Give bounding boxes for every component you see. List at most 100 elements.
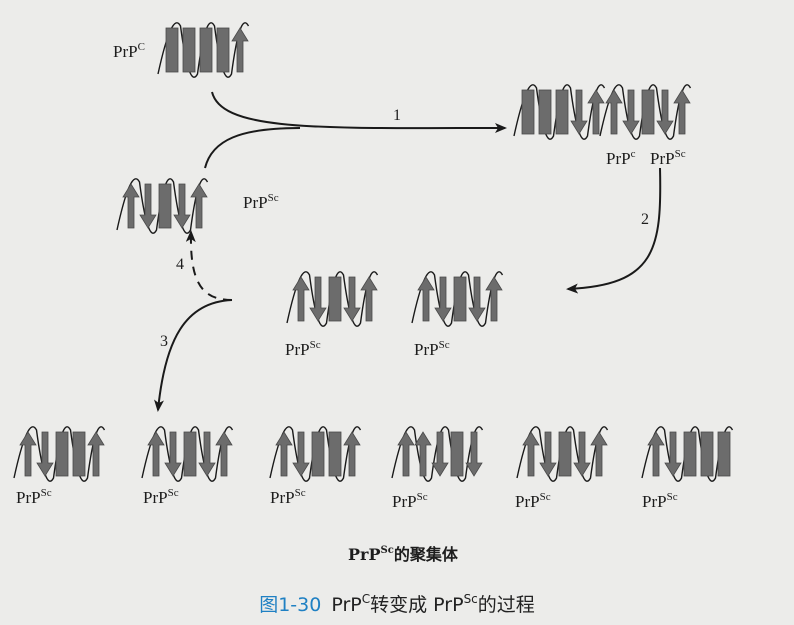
label-prpsc-agg-4: PrPSc xyxy=(392,491,428,511)
helix-segment xyxy=(72,431,86,477)
molecule-prpsc-mid xyxy=(116,178,209,234)
path-step-2 xyxy=(566,167,662,294)
beta-strand-up xyxy=(397,431,415,477)
label-prpsc-mid: PrPSc xyxy=(243,192,279,212)
helix-segment xyxy=(165,27,179,73)
beta-strand-down xyxy=(468,276,486,322)
label-prpc-top: PrPC xyxy=(113,41,145,61)
beta-strand-up xyxy=(147,431,165,477)
molecule-prpc-top xyxy=(157,22,250,78)
beta-strand-down xyxy=(434,276,452,322)
beta-strand-up xyxy=(122,183,140,229)
molecule-aggregate-3 xyxy=(269,426,362,482)
molecule-aggregate-1 xyxy=(13,426,106,482)
caption-sup-c: C xyxy=(361,592,371,606)
helix-segment xyxy=(558,431,572,477)
beta-strand-up xyxy=(414,431,432,477)
label-prpsc-complex: PrPSc xyxy=(650,148,686,168)
molecule-aggregate-2 xyxy=(141,426,234,482)
beta-strand-down xyxy=(656,89,674,135)
helix-segment xyxy=(328,276,342,322)
beta-strand-up xyxy=(292,276,310,322)
helix-segment xyxy=(183,431,197,477)
path-step-1-branch xyxy=(204,127,301,169)
helix-segment xyxy=(521,89,535,135)
beta-strand-up xyxy=(587,89,605,135)
beta-strand-up xyxy=(87,431,105,477)
beta-strand-down xyxy=(198,431,216,477)
label-prpsc-agg-1: PrPSc xyxy=(16,487,52,507)
step-number-4: 4 xyxy=(176,256,184,273)
beta-strand-down xyxy=(465,431,483,477)
beta-strand-down xyxy=(164,431,182,477)
beta-strand-down xyxy=(139,183,157,229)
beta-strand-down xyxy=(36,431,54,477)
helix-segment xyxy=(328,431,342,477)
step-number-2: 2 xyxy=(641,211,649,228)
figure-caption: 图1-30 PrPC转变成 PrPSc的过程 xyxy=(0,590,794,617)
helix-segment xyxy=(216,27,230,73)
beta-strand-up xyxy=(215,431,233,477)
beta-strand-up xyxy=(485,276,503,322)
path-step-3 xyxy=(154,299,233,412)
beta-strand-down xyxy=(664,431,682,477)
caption-prefix: PrP xyxy=(331,594,362,616)
beta-strand-down xyxy=(292,431,310,477)
label-prpsc-agg-5: PrPSc xyxy=(515,491,551,511)
beta-strand-down xyxy=(622,89,640,135)
molecule-dimer-a xyxy=(286,271,379,327)
helix-segment xyxy=(538,89,552,135)
step-number-3: 3 xyxy=(160,333,168,350)
path-step-1 xyxy=(211,91,507,134)
beta-strand-up xyxy=(275,431,293,477)
beta-strand-down xyxy=(431,431,449,477)
molecule-aggregate-5 xyxy=(516,426,609,482)
molecule-aggregate-6 xyxy=(641,426,734,482)
beta-strand-up xyxy=(360,276,378,322)
step-number-1: 1 xyxy=(393,107,401,124)
helix-segment xyxy=(158,183,172,229)
beta-strand-up xyxy=(231,27,249,73)
helix-segment xyxy=(683,431,697,477)
helix-segment xyxy=(199,27,213,73)
caption-middle: 转变成 PrP xyxy=(370,594,464,616)
helix-segment xyxy=(700,431,714,477)
helix-segment xyxy=(717,431,731,477)
figure-number: 图1-30 xyxy=(259,594,322,616)
helix-segment xyxy=(311,431,325,477)
molecule-aggregate-4 xyxy=(391,426,484,482)
helix-segment xyxy=(555,89,569,135)
molecule-dimer-b xyxy=(411,271,504,327)
beta-strand-up xyxy=(590,431,608,477)
beta-strand-up xyxy=(605,89,623,135)
label-prpsc-dimer-a: PrPSc xyxy=(285,339,321,359)
beta-strand-up xyxy=(673,89,691,135)
beta-strand-down xyxy=(309,276,327,322)
label-prpc-complex: PrPc xyxy=(606,148,636,168)
helix-segment xyxy=(182,27,196,73)
label-prpsc-agg-2: PrPSc xyxy=(143,487,179,507)
beta-strand-up xyxy=(190,183,208,229)
beta-strand-down xyxy=(173,183,191,229)
molecule-complex-prpsc xyxy=(599,84,692,140)
beta-strand-up xyxy=(522,431,540,477)
beta-strand-down xyxy=(570,89,588,135)
beta-strand-up xyxy=(647,431,665,477)
helix-segment xyxy=(55,431,69,477)
beta-strand-down xyxy=(573,431,591,477)
beta-strand-up xyxy=(343,431,361,477)
molecule-complex-prpc xyxy=(513,84,606,140)
beta-strand-down xyxy=(539,431,557,477)
beta-strand-up xyxy=(19,431,37,477)
caption-sup-sc: Sc xyxy=(463,592,478,606)
caption-suffix: 的过程 xyxy=(477,594,535,616)
label-prpsc-agg-6: PrPSc xyxy=(642,491,678,511)
aggregate-label: PrPSc的聚集体 xyxy=(348,545,458,564)
beta-strand-up xyxy=(417,276,435,322)
path-step-4 xyxy=(185,230,233,301)
helix-segment xyxy=(641,89,655,135)
label-prpsc-dimer-b: PrPSc xyxy=(414,339,450,359)
beta-strand-down xyxy=(343,276,361,322)
